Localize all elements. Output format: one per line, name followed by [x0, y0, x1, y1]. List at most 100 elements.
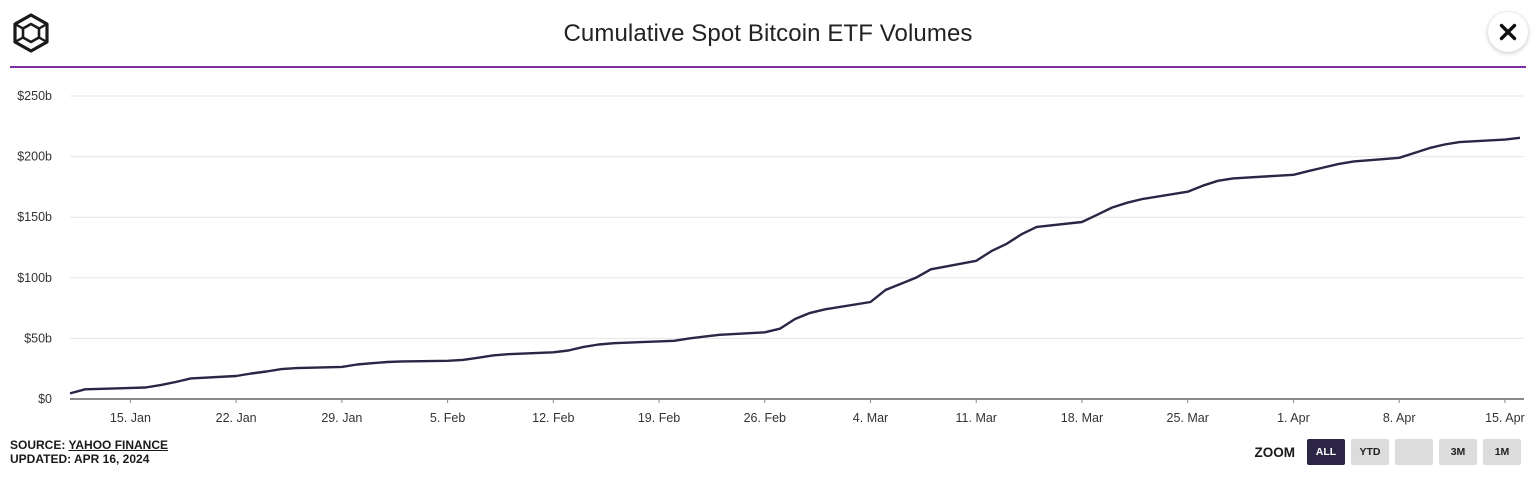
x-tick-label: 25. Mar [1167, 411, 1209, 425]
data-point[interactable] [445, 358, 451, 364]
data-point[interactable] [807, 310, 813, 316]
data-point[interactable] [1502, 137, 1508, 143]
data-point[interactable] [1004, 241, 1010, 247]
data-point[interactable] [1396, 155, 1402, 161]
data-point[interactable] [1336, 161, 1342, 167]
y-tick-label: $250b [17, 89, 52, 103]
data-point[interactable] [701, 334, 707, 340]
x-tick-label: 5. Feb [430, 411, 465, 425]
data-point[interactable] [1321, 165, 1327, 171]
source-line: SOURCE: YAHOO FINANCE [10, 438, 168, 452]
close-button[interactable] [1488, 12, 1528, 52]
data-point[interactable] [1351, 158, 1357, 164]
data-point[interactable] [1094, 212, 1100, 218]
data-point[interactable] [973, 258, 979, 264]
data-point[interactable] [294, 365, 300, 371]
data-point[interactable] [822, 306, 828, 312]
header-divider [10, 66, 1526, 68]
zoom-ytd-button[interactable]: YTD [1351, 439, 1389, 465]
series-line[interactable] [69, 136, 1521, 395]
data-point[interactable] [777, 326, 783, 332]
x-tick-label: 26. Feb [744, 411, 786, 425]
data-point[interactable] [339, 364, 345, 370]
data-point[interactable] [596, 342, 602, 348]
x-tick-label: 29. Jan [321, 411, 362, 425]
data-point[interactable] [1442, 142, 1448, 148]
chart-footer: SOURCE: YAHOO FINANCE UPDATED: APR 16, 2… [10, 438, 168, 466]
zoom-controls: ZOOM ALL YTD 3M 1M [1254, 439, 1521, 465]
zoom-1m-button[interactable]: 1M [1483, 439, 1521, 465]
data-point[interactable] [354, 362, 360, 368]
data-point[interactable] [1019, 231, 1025, 237]
data-point[interactable] [1426, 145, 1432, 151]
data-point[interactable] [399, 358, 405, 364]
data-point[interactable] [384, 359, 390, 365]
data-point[interactable] [1215, 178, 1221, 184]
data-point[interactable] [565, 348, 571, 354]
data-point[interactable] [1185, 189, 1191, 195]
series-layer [67, 135, 1523, 396]
data-point[interactable] [1034, 224, 1040, 230]
data-point[interactable] [475, 355, 481, 361]
data-point[interactable] [82, 386, 88, 392]
data-point[interactable] [369, 360, 375, 366]
data-point[interactable] [1200, 183, 1206, 189]
data-point[interactable] [1457, 139, 1463, 145]
x-tick-label: 4. Mar [853, 411, 888, 425]
data-point[interactable] [460, 357, 466, 363]
data-point[interactable] [928, 266, 934, 272]
y-tick-label: $100b [17, 271, 52, 285]
data-point[interactable] [792, 316, 798, 322]
data-point[interactable] [883, 287, 889, 293]
x-tick-label: 12. Feb [532, 411, 574, 425]
data-point[interactable] [1139, 196, 1145, 202]
y-axis-tick-labels: $0 $50b $100b $150b $200b $250b [17, 89, 52, 406]
zoom-3m-button[interactable]: 3M [1439, 439, 1477, 465]
data-point[interactable] [717, 332, 723, 338]
site-logo-icon[interactable] [10, 12, 52, 54]
data-point[interactable] [988, 248, 994, 254]
data-point[interactable] [1109, 205, 1115, 211]
data-point[interactable] [173, 379, 179, 385]
x-tick-label: 19. Feb [638, 411, 680, 425]
data-point[interactable] [1306, 168, 1312, 174]
data-point[interactable] [1517, 135, 1523, 141]
zoom-label: ZOOM [1254, 444, 1296, 460]
x-tick-label: 11. Mar [956, 411, 997, 425]
y-tick-label: $50b [24, 331, 52, 345]
data-point[interactable] [233, 373, 239, 379]
zoom-all-button[interactable]: ALL [1307, 439, 1345, 465]
data-point[interactable] [143, 385, 149, 391]
data-point[interactable] [913, 275, 919, 281]
data-point[interactable] [550, 349, 556, 355]
data-point[interactable] [279, 366, 285, 372]
line-chart[interactable]: $0 $50b $100b $150b $200b $250b 15. Jan 22. Ja… [0, 0, 1536, 430]
data-point[interactable] [611, 340, 617, 346]
data-point[interactable] [188, 375, 194, 381]
data-point[interactable] [1079, 219, 1085, 225]
zoom-blank-button[interactable] [1395, 439, 1433, 465]
data-point[interactable] [248, 371, 254, 377]
data-point[interactable] [898, 281, 904, 287]
data-point[interactable] [158, 382, 164, 388]
data-point[interactable] [263, 369, 269, 375]
data-point[interactable] [1290, 172, 1296, 178]
y-tick-label: $200b [17, 150, 52, 164]
data-point[interactable] [505, 351, 511, 357]
data-point[interactable] [671, 338, 677, 344]
x-tick-label: 1. Apr [1277, 411, 1310, 425]
data-point[interactable] [762, 329, 768, 335]
data-point[interactable] [868, 299, 874, 305]
gridlines [70, 95, 1524, 400]
source-link[interactable]: YAHOO FINANCE [68, 438, 169, 452]
data-point[interactable] [1230, 175, 1236, 181]
x-tick-label: 18. Mar [1061, 411, 1103, 425]
data-point[interactable] [1411, 150, 1417, 156]
close-icon [1499, 23, 1517, 41]
data-point[interactable] [686, 335, 692, 341]
data-point[interactable] [67, 390, 73, 396]
data-point[interactable] [581, 344, 587, 350]
data-point[interactable] [490, 352, 496, 358]
data-point[interactable] [1124, 200, 1130, 206]
x-tick-label: 8. Apr [1383, 411, 1416, 425]
